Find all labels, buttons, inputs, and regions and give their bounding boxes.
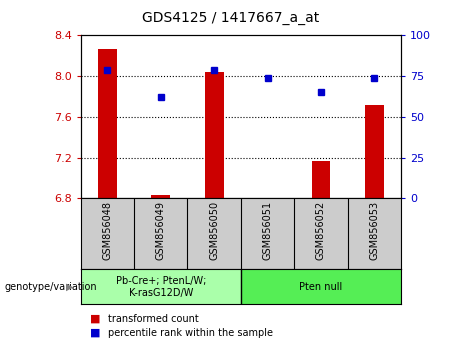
Text: GSM856048: GSM856048 (102, 201, 112, 260)
Text: GSM856052: GSM856052 (316, 201, 326, 260)
Text: Pten null: Pten null (299, 282, 343, 292)
Text: GDS4125 / 1417667_a_at: GDS4125 / 1417667_a_at (142, 11, 319, 25)
Text: transformed count: transformed count (108, 314, 199, 324)
Text: GSM856051: GSM856051 (263, 201, 272, 260)
Text: GSM856050: GSM856050 (209, 201, 219, 260)
Bar (312, 161, 331, 198)
Text: ■: ■ (90, 328, 100, 338)
Text: GSM856049: GSM856049 (156, 201, 166, 260)
Bar (241, 269, 401, 304)
Text: genotype/variation: genotype/variation (5, 282, 97, 292)
Bar (151, 195, 170, 198)
Bar (365, 105, 384, 198)
Text: ■: ■ (90, 314, 100, 324)
Text: Pb-Cre+; PtenL/W;
K-rasG12D/W: Pb-Cre+; PtenL/W; K-rasG12D/W (116, 276, 206, 298)
Text: GSM856053: GSM856053 (369, 201, 379, 260)
Text: percentile rank within the sample: percentile rank within the sample (108, 328, 273, 338)
Bar (205, 72, 224, 198)
Text: ▶: ▶ (66, 282, 74, 292)
Bar (81, 269, 241, 304)
Bar (98, 48, 117, 198)
